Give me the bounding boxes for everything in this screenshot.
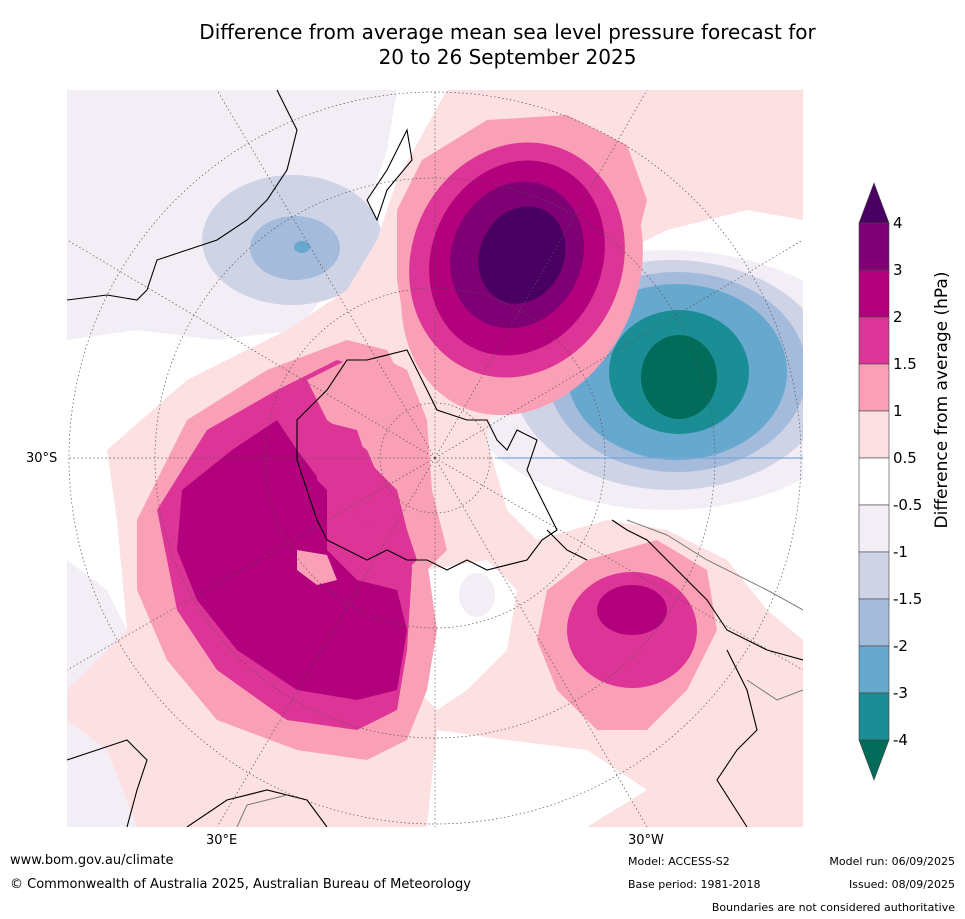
africa-coast [67, 739, 148, 827]
colorbar-tick-label: -2 [893, 637, 908, 655]
high-anomaly-1-central [307, 350, 447, 570]
lat-label-30s: 30°S [26, 451, 58, 466]
colorbar-tick-label: -1 [893, 543, 908, 561]
australia-coast [67, 90, 298, 301]
colorbar-segment [858, 504, 890, 553]
colorbar-extend-max [858, 182, 890, 224]
colorbar-segment [858, 645, 890, 694]
map-title: Difference from average mean sea level p… [150, 20, 865, 70]
high-anomaly-2-southeast [597, 585, 667, 635]
new-zealand-coast [366, 128, 413, 222]
colorbar-tick-label: -1.5 [893, 590, 923, 608]
colorbar-tick-label: 3 [893, 261, 903, 279]
lon-label-30e: 30°E [206, 833, 238, 848]
colorbar-tick-label: 1.5 [893, 355, 917, 373]
colorbar-segment [858, 363, 890, 412]
map-canvas [67, 90, 803, 827]
colorbar-tick-label: -3 [893, 684, 908, 702]
pressure-anomaly-map [67, 90, 803, 827]
colorbar-segment [858, 222, 890, 271]
footer-model-run: Model run: 06/09/2025 [829, 855, 955, 868]
colorbar [858, 182, 890, 781]
footer-issued: Issued: 08/09/2025 [848, 878, 955, 891]
colorbar-tick-label: 1 [893, 402, 903, 420]
colorbar-label: Difference from average (hPa) [932, 271, 952, 529]
colorbar-tick-label: -0.5 [893, 496, 923, 514]
high-anomaly-1p5-hole-indian [297, 550, 337, 585]
high-anomaly-1p5-central [317, 420, 417, 570]
footer-model: Model: ACCESS-S2 [628, 855, 730, 868]
south-america-coast-lower [716, 649, 758, 827]
colorbar-tick-label: 4 [893, 214, 903, 232]
footer-base-period: Base period: 1981-2018 [628, 878, 761, 891]
low-anomaly-minus2-australia [294, 241, 310, 253]
colorbar-tick-label: 0.5 [893, 449, 917, 467]
colorbar-segment [858, 692, 890, 741]
colorbar-segment [858, 551, 890, 600]
africa-coast-south [186, 789, 328, 827]
high-anomaly-2-indian [177, 420, 407, 700]
coastlines [67, 90, 803, 827]
boundaries [236, 519, 803, 827]
colorbar-tick-label: -4 [893, 731, 908, 749]
neutral-region-west-white [67, 720, 137, 827]
footer-website: www.bom.gov.au/climate [10, 853, 174, 868]
colorbar-segment [858, 598, 890, 647]
title-line-2: 20 to 26 September 2025 [378, 45, 637, 69]
antarctic-peninsula [546, 529, 588, 561]
colorbar-tick-label: 2 [893, 308, 903, 326]
footer-disclaimer: Boundaries are not considered authoritat… [711, 901, 955, 914]
colorbar-extend-min [858, 739, 890, 781]
south-america-coast [611, 519, 803, 661]
high-anomaly-4-pacific [478, 206, 566, 304]
neutral-region-south-white [427, 730, 647, 827]
colorbar-segment [858, 316, 890, 365]
lon-label-30w: 30°W [628, 833, 664, 848]
colorbar-segment [858, 269, 890, 318]
colorbar-segment [858, 457, 890, 506]
antarctica-coast [296, 349, 558, 571]
neutral-region-pole-lavender [459, 573, 495, 617]
colorbar-segment [858, 410, 890, 459]
low-anomaly-minus4-atlantic [641, 335, 717, 419]
footer-copyright: © Commonwealth of Australia 2025, Austra… [10, 877, 471, 892]
title-line-1: Difference from average mean sea level p… [199, 20, 816, 44]
